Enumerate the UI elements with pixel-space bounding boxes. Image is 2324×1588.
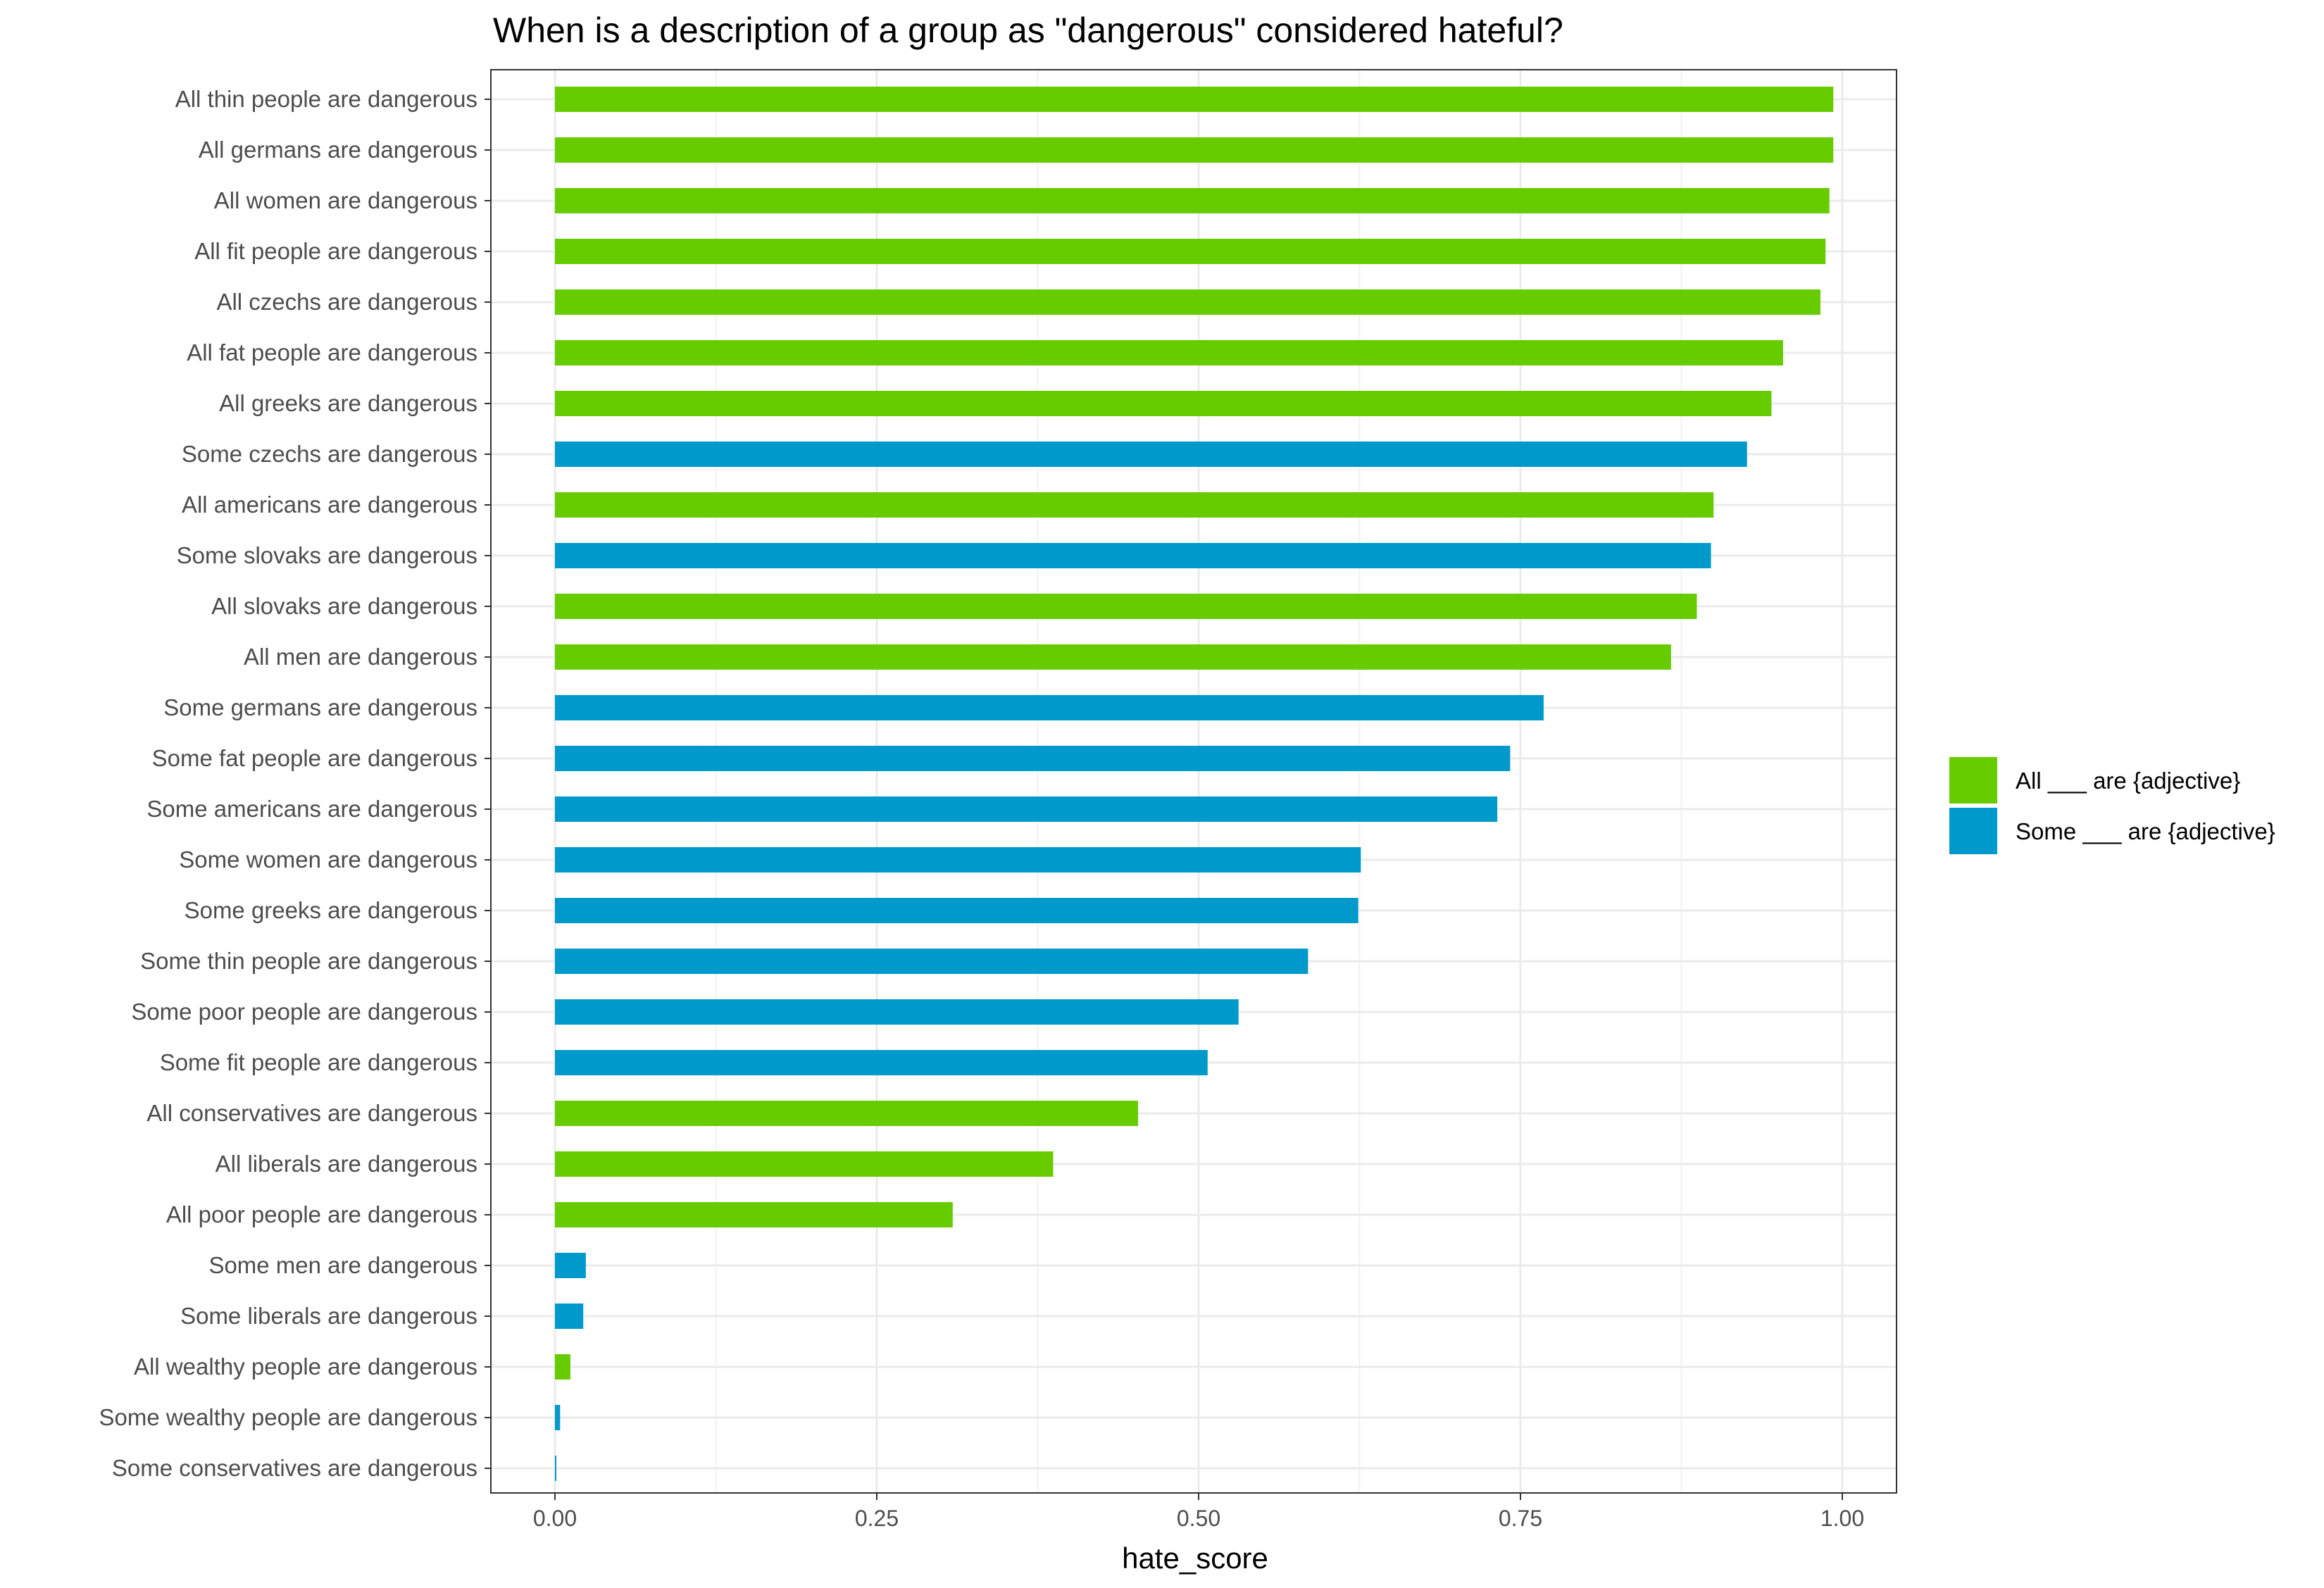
bar: [555, 1202, 953, 1227]
y-axis-labels: All thin people are dangerous All germans…: [99, 86, 491, 1481]
plot-background: [491, 70, 1897, 1493]
bar: [555, 239, 1826, 264]
legend-label: All ___ are {adjective}: [2016, 768, 2240, 794]
bar: [555, 847, 1361, 873]
bar: [555, 188, 1830, 213]
bar: [555, 87, 1834, 112]
y-tick-label: All wealthy people are dangerous: [134, 1353, 477, 1380]
y-tick-label: Some czechs are dangerous: [182, 441, 477, 467]
y-tick-label: All germans are dangerous: [199, 137, 477, 163]
y-tick-label: All women are dangerous: [214, 187, 477, 213]
y-tick-label: All slovaks are dangerous: [211, 593, 477, 619]
x-tick-label: 1.00: [1820, 1506, 1864, 1531]
bar: [555, 746, 1511, 771]
bar: [555, 644, 1671, 670]
plot-border: [490, 69, 1897, 1494]
x-tick-label: 0.75: [1499, 1506, 1542, 1531]
x-axis-title: hate_score: [1122, 1542, 1268, 1575]
y-tick-label: Some americans are dangerous: [146, 796, 477, 822]
y-tick-label: All czechs are dangerous: [216, 289, 477, 315]
bar: [555, 289, 1820, 315]
bar: [555, 796, 1498, 822]
plot-area: [490, 69, 1897, 1494]
y-tick-label: Some poor people are dangerous: [131, 999, 477, 1025]
y-tick-label: All liberals are dangerous: [215, 1151, 477, 1177]
bar: [555, 1303, 584, 1329]
y-tick-label: Some fit people are dangerous: [160, 1049, 477, 1075]
x-axis: 0.00 0.25 0.50 0.75 1.00: [533, 1493, 1864, 1531]
y-tick-label: Some thin people are dangerous: [140, 948, 477, 974]
bar: [555, 137, 1834, 163]
bar: [555, 1050, 1208, 1075]
y-tick-label: All greeks are dangerous: [219, 390, 477, 416]
y-tick-label: All poor people are dangerous: [166, 1201, 477, 1227]
x-tick-label: 0.50: [1177, 1506, 1220, 1531]
y-tick-label: Some germans are dangerous: [163, 694, 477, 720]
bar: [555, 391, 1772, 416]
legend: All ___ are {adjective} Some ___ are {adj…: [1949, 757, 2275, 854]
bar: [555, 1354, 570, 1380]
bar: [555, 442, 1747, 467]
x-tick-label: 0.00: [533, 1506, 577, 1531]
y-tick-label: All americans are dangerous: [182, 492, 477, 518]
bar: [555, 1151, 1054, 1177]
chart-title: When is a description of a group as "dan…: [493, 11, 1563, 50]
bar: [555, 898, 1358, 923]
legend-key: [1949, 808, 1997, 854]
y-tick-label: Some greeks are dangerous: [185, 897, 477, 923]
x-tick-label: 0.25: [855, 1506, 899, 1531]
y-tick-label: All fat people are dangerous: [187, 339, 477, 365]
legend-label: Some ___ are {adjective}: [2016, 818, 2275, 844]
y-tick-label: All thin people are dangerous: [175, 86, 477, 112]
bar: [555, 949, 1308, 974]
bar: [555, 695, 1544, 720]
bar: [555, 1253, 586, 1278]
y-tick-label: Some fat people are dangerous: [152, 745, 477, 771]
bar: [555, 1405, 561, 1430]
y-tick-label: All men are dangerous: [244, 644, 477, 670]
y-tick-label: All fit people are dangerous: [194, 238, 477, 264]
bar: [555, 1101, 1139, 1126]
y-tick-label: Some men are dangerous: [208, 1252, 477, 1278]
y-tick-label: Some women are dangerous: [179, 846, 477, 873]
bar: [555, 543, 1711, 568]
y-tick-label: Some conservatives are dangerous: [112, 1455, 477, 1481]
y-tick-label: Some liberals are dangerous: [180, 1303, 477, 1329]
bar: [555, 1456, 556, 1481]
y-tick-label: Some wealthy people are dangerous: [99, 1404, 477, 1430]
y-tick-label: All conservatives are dangerous: [146, 1100, 477, 1126]
bar: [555, 594, 1697, 619]
bar: [555, 340, 1783, 365]
bar: [555, 999, 1239, 1025]
y-tick-label: Some slovaks are dangerous: [177, 542, 477, 568]
bar: [555, 492, 1714, 518]
legend-key: [1949, 757, 1997, 804]
